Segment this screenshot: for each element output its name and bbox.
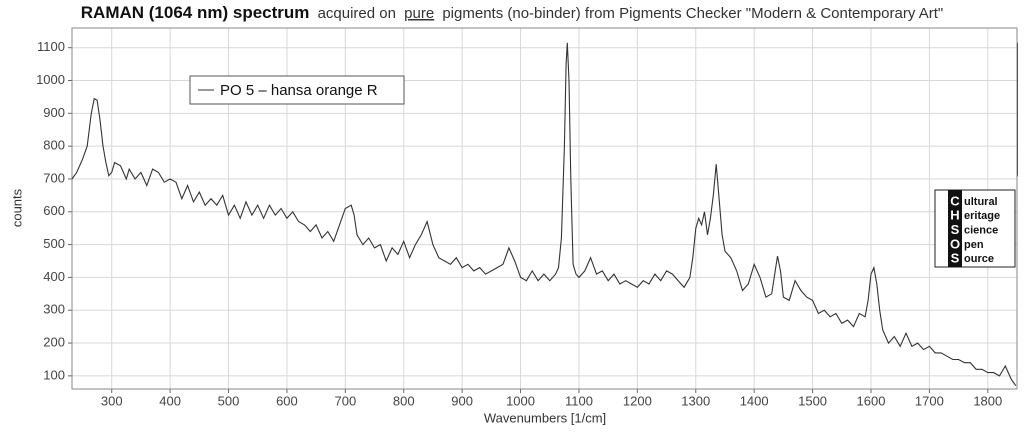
x-axis-label: Wavenumbers [1/cm]: [484, 410, 606, 425]
x-tick-label: 1000: [506, 393, 535, 408]
x-tick-label: 300: [101, 393, 123, 408]
logo-word: cience: [964, 225, 998, 237]
legend-box: [189, 75, 405, 105]
subtitle: pure: [404, 5, 434, 22]
x-tick-label: 1600: [857, 393, 886, 408]
x-tick-label: 800: [393, 393, 415, 408]
y-tick-label: 400: [43, 269, 65, 284]
y-tick-label: 700: [43, 170, 65, 185]
y-tick-label: 500: [43, 236, 65, 251]
x-tick-label: 1800: [973, 393, 1002, 408]
logo-word: pen: [964, 239, 984, 251]
x-tick-label: 1300: [681, 393, 710, 408]
x-tick-label: 600: [276, 393, 298, 408]
subtitle: acquired on: [318, 5, 396, 22]
x-tick-label: 1500: [798, 393, 827, 408]
y-tick-label: 600: [43, 203, 65, 218]
y-tick-label: 300: [43, 302, 65, 317]
x-tick-label: 1400: [740, 393, 769, 408]
spectrum-line: [71, 42, 1017, 387]
legend-label: PO 5 – hansa orange R: [220, 82, 378, 99]
logo-letter: O: [950, 236, 960, 251]
y-axis-label: counts: [9, 188, 24, 227]
y-tick-label: 1100: [37, 39, 65, 54]
logo-letter: H: [950, 208, 959, 223]
logo-letter: S: [951, 251, 960, 266]
y-tick-label: 1000: [36, 72, 65, 87]
logo-word: eritage: [964, 210, 1000, 222]
y-tick-label: 200: [43, 334, 65, 349]
logo-letter: C: [950, 193, 960, 208]
x-tick-label: 400: [159, 393, 181, 408]
y-tick-label: 100: [43, 367, 65, 382]
plot-frame: [71, 27, 1018, 390]
subtitle: pigments (no-binder) from Pigments Check…: [442, 5, 943, 22]
chart-title: RAMAN (1064 nm) spectrum: [81, 3, 310, 22]
logo-word: ource: [964, 253, 994, 265]
x-tick-label: 700: [334, 393, 356, 408]
x-tick-label: 1100: [565, 393, 593, 408]
chart-title-line: RAMAN (1064 nm) spectrum acquired on pur…: [81, 3, 943, 22]
x-tick-label: 900: [451, 393, 473, 408]
x-tick-label: 500: [218, 393, 240, 408]
y-tick-label: 800: [43, 138, 65, 153]
x-tick-label: 1700: [915, 393, 944, 408]
logo-letter: S: [951, 222, 960, 237]
logo-word: ultural: [964, 196, 998, 208]
y-tick-label: 900: [43, 105, 65, 120]
x-tick-label: 1200: [623, 393, 652, 408]
